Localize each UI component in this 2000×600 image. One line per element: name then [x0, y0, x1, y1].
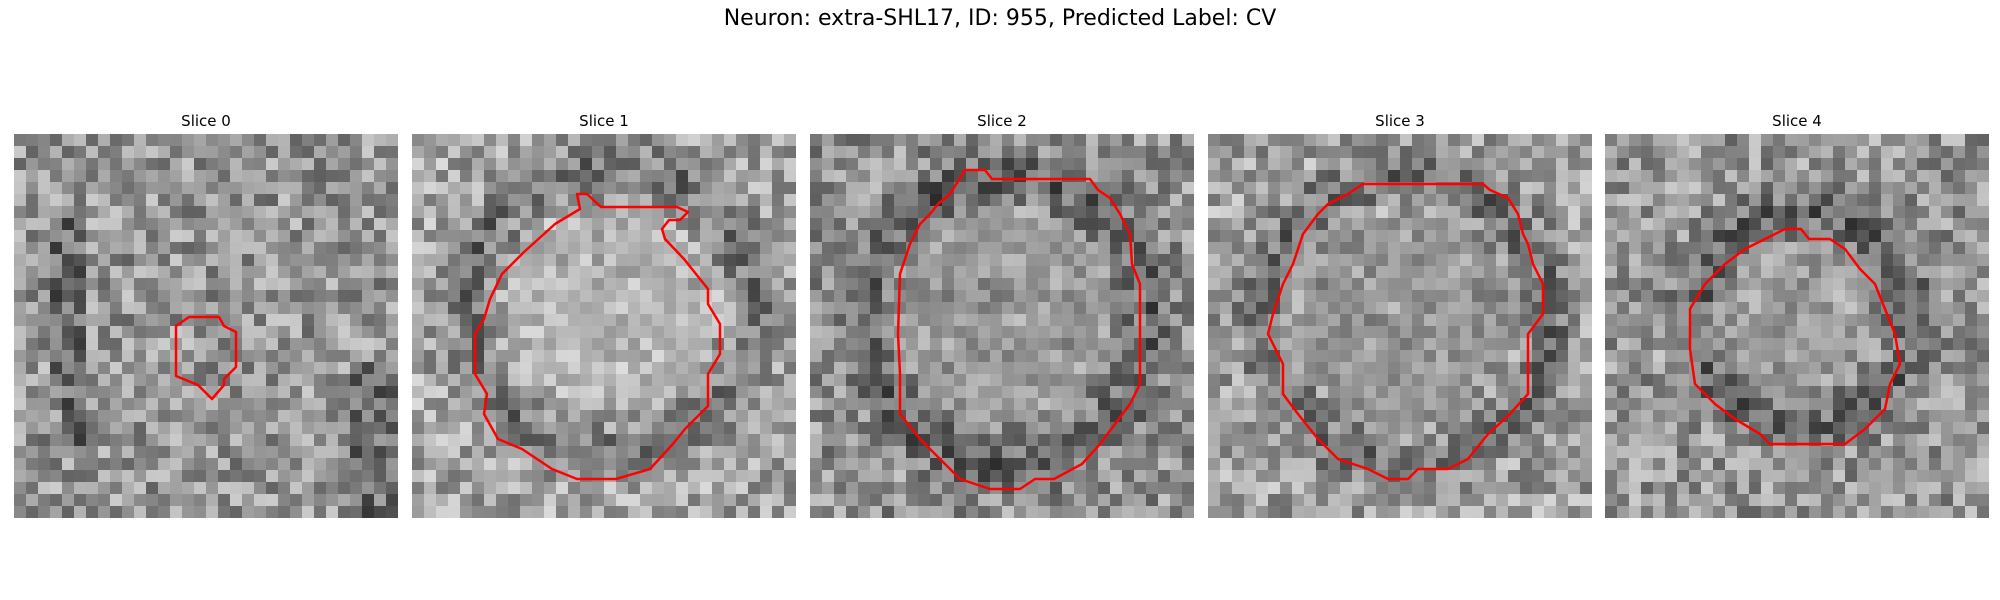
noise-mosaic — [810, 134, 1194, 518]
slice-image-0 — [14, 134, 398, 518]
slice-title-3: Slice 3 — [1375, 112, 1425, 130]
slice-panel-2: Slice 2 — [810, 110, 1194, 518]
slice-image-1 — [412, 134, 796, 518]
slice-panel-3: Slice 3 — [1208, 110, 1592, 518]
noise-mosaic — [1208, 134, 1592, 518]
segmentation-contour — [1688, 227, 1902, 446]
slice-panel-4: Slice 4 — [1605, 110, 1989, 518]
segmentation-contour — [174, 315, 238, 401]
noise-mosaic — [1605, 134, 1989, 518]
slice-image-2 — [810, 134, 1194, 518]
noise-mosaic — [14, 134, 398, 518]
slice-title-1: Slice 1 — [579, 112, 629, 130]
slice-title-0: Slice 0 — [181, 112, 231, 130]
slice-image-4 — [1605, 134, 1989, 518]
figure-title: Neuron: extra-SHL17, ID: 955, Predicted … — [723, 6, 1277, 31]
noise-mosaic — [412, 134, 796, 518]
slice-title-2: Slice 2 — [977, 112, 1027, 130]
slice-panel-1: Slice 1 — [412, 110, 796, 518]
segmentation-contour — [896, 168, 1142, 491]
slice-title-4: Slice 4 — [1772, 112, 1822, 130]
segmentation-contour — [1266, 182, 1545, 481]
slice-panel-0: Slice 0 — [14, 110, 398, 518]
slice-image-3 — [1208, 134, 1592, 518]
segmentation-contour — [473, 192, 722, 481]
